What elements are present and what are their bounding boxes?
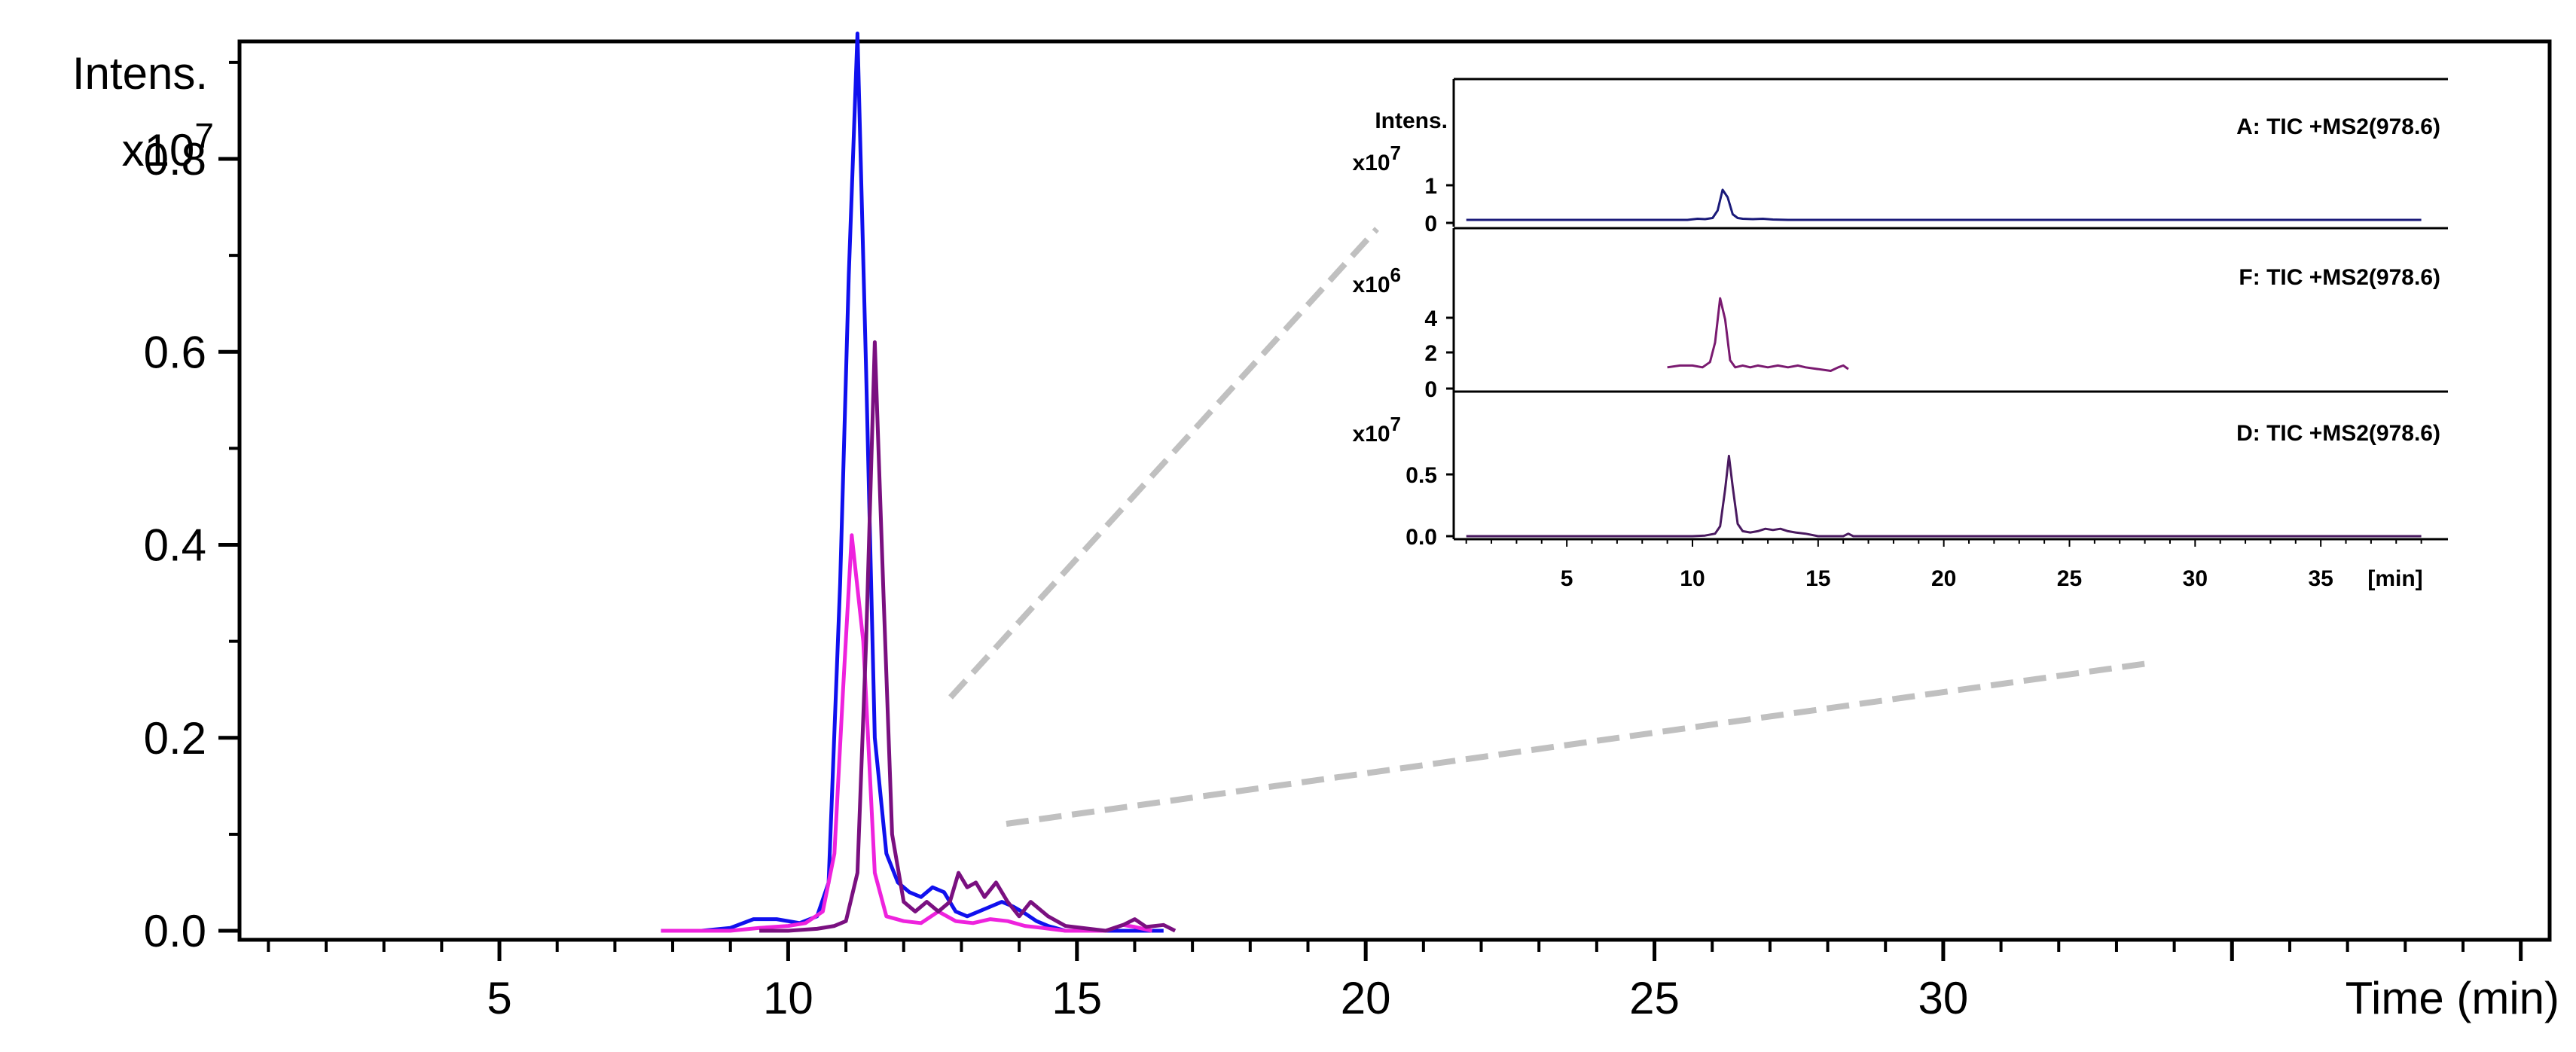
inset-series-line-1 — [1466, 188, 2422, 221]
main-x-axis: 5 10 15 20 25 30 — [267, 940, 2523, 1023]
main-plot-frame — [237, 39, 2552, 942]
inset-x-tick-label: 15 — [1805, 566, 1830, 591]
inset-y-axis-label: Intens. — [1375, 108, 1448, 133]
inset-y-multiplier-base: x10 — [1352, 151, 1390, 175]
inset-panel-title: D: TIC +MS2(978.6) — [2236, 421, 2440, 446]
inset-x-tick-label: 5 — [1561, 566, 1573, 591]
inset-y-multiplier-exponent: 6 — [1390, 264, 1401, 286]
inset-y-tick-label: 2 — [1424, 341, 1437, 366]
main-x-tick-label: 25 — [1629, 973, 1680, 1023]
inset-y-tick-label: 0 — [1424, 212, 1437, 236]
inset-panel-title: F: TIC +MS2(978.6) — [2239, 265, 2440, 290]
inset-y-multiplier-exponent: 7 — [1390, 413, 1401, 435]
inset-x-tick-label: 25 — [2057, 566, 2082, 591]
inset-y-multiplier-exponent: 7 — [1390, 142, 1401, 164]
inset-y-multiplier-base: x10 — [1352, 422, 1390, 447]
inset-x-axis: 5 10 15 20 25 30 35 — [1454, 538, 2448, 591]
main-chart: 0.00.20.40.60.8 5 10 15 20 25 30 Intens. x107… — [72, 31, 2559, 1023]
inset-x-tick-label: 20 — [1931, 566, 1956, 591]
inset-y-tick-label: 4 — [1424, 306, 1437, 331]
main-y-tick-label: 0.0 — [144, 906, 206, 956]
inset-x-tick-label: 35 — [2308, 566, 2333, 591]
main-y-tick-label: 0.4 — [144, 520, 206, 571]
inset-y-tick-label: 1 — [1424, 174, 1437, 199]
inset-y-axis-multiplier: x107 — [1352, 413, 1401, 447]
main-y-axis-label: Intens. — [72, 48, 208, 99]
main-y-tick-label: 0.8 — [144, 134, 206, 184]
zoom-connector-lines — [948, 227, 2153, 827]
inset-panel-3: D: TIC +MS2(978.6) x107 0.0 0.5 — [1352, 390, 2448, 550]
main-x-tick-label: 30 — [1918, 973, 1969, 1023]
main-y-axis: 0.0 0.2 0.4 0.6 0.8 — [144, 60, 240, 956]
inset-x-tick-label: 10 — [1680, 566, 1705, 591]
main-y-multiplier-base: x10 — [122, 125, 195, 175]
inset-panel-title: A: TIC +MS2(978.6) — [2236, 114, 2440, 139]
inset-panel-1: A: TIC +MS2(978.6) Intens. x107 0 1 — [1352, 78, 2448, 236]
inset-x-axis-label: [min] — [2367, 566, 2422, 591]
zoom-connector-line-upper — [948, 227, 1379, 700]
main-y-multiplier-exponent: 7 — [194, 116, 214, 155]
inset-y-axis-multiplier: x106 — [1352, 264, 1401, 297]
inset-y-axis-multiplier: x107 — [1352, 142, 1401, 175]
main-y-tick-label: 0.2 — [144, 713, 206, 764]
main-x-tick-label: 5 — [487, 973, 511, 1023]
main-series-line-2 — [661, 533, 1153, 933]
main-series-group — [661, 31, 1177, 933]
inset-y-tick-label: 0 — [1424, 377, 1437, 402]
inset-series-line-3 — [1466, 454, 2422, 538]
zoom-connector-line-lower — [1006, 660, 2153, 827]
inset-panel-2: F: TIC +MS2(978.6) x106 0 2 4 — [1352, 227, 2448, 402]
main-y-axis-multiplier: x107 — [122, 116, 214, 175]
main-x-tick-label: 20 — [1341, 973, 1391, 1023]
inset-y-tick-label: 0.5 — [1406, 463, 1437, 488]
inset-y-multiplier-base: x10 — [1352, 273, 1390, 297]
main-x-axis-label: Time (min) — [2346, 973, 2559, 1023]
main-x-tick-label: 10 — [763, 973, 813, 1023]
inset-series-line-2 — [1667, 297, 1849, 372]
main-y-tick-label: 0.6 — [144, 327, 206, 377]
inset-x-tick-label: 30 — [2183, 566, 2208, 591]
main-series-line-3 — [759, 340, 1177, 933]
inset-y-tick-label: 0.0 — [1406, 525, 1437, 550]
main-x-tick-label: 15 — [1051, 973, 1102, 1023]
